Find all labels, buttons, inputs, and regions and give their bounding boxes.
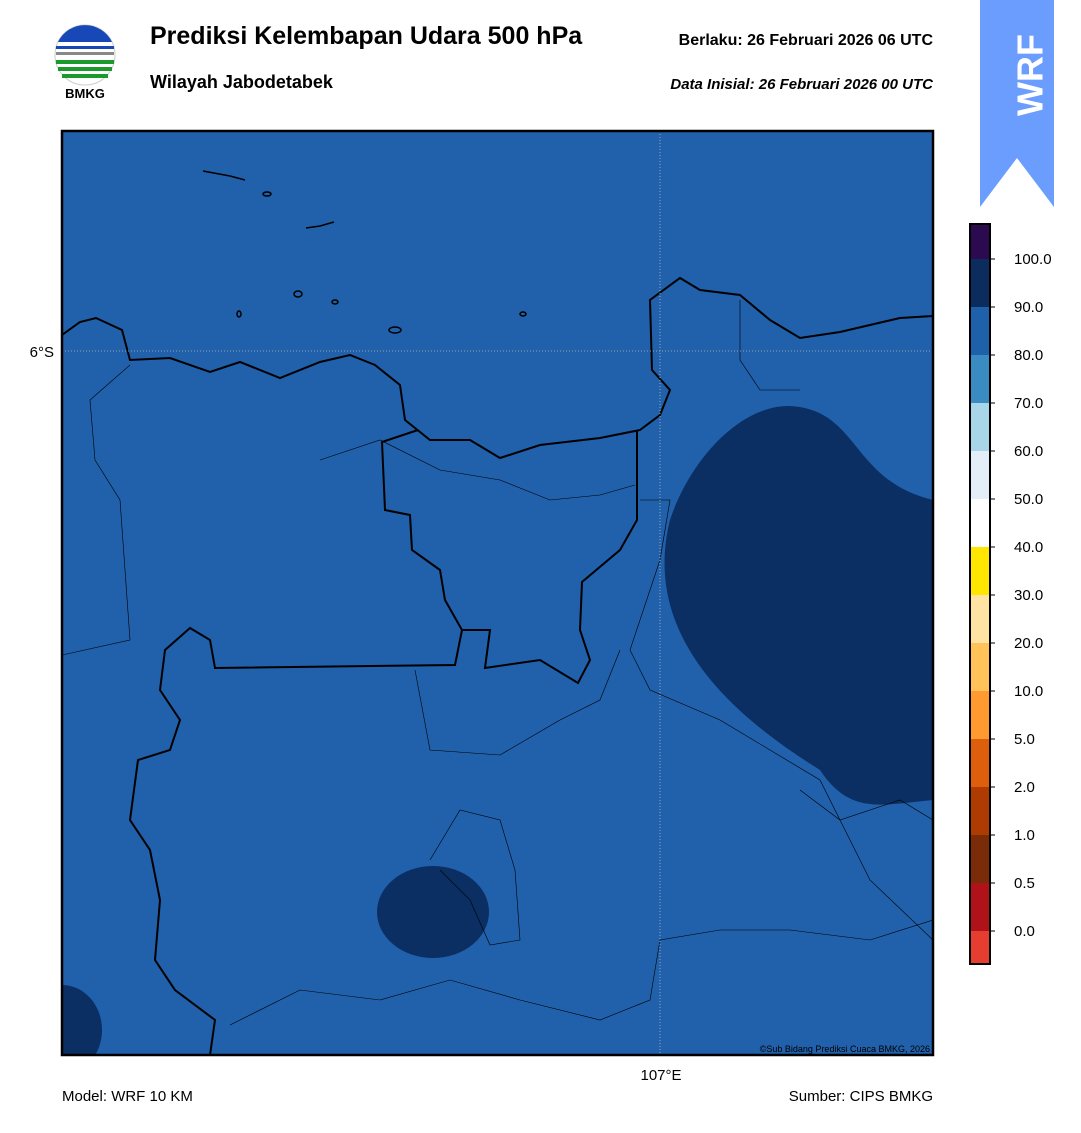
colorbar-label: 30.0 — [1014, 587, 1043, 604]
colorbar-band — [970, 739, 990, 787]
map: ©Sub Bidang Prediksi Cuaca BMKG, 2026 — [62, 131, 933, 1055]
colorbar-band — [970, 787, 990, 835]
colorbar-band — [970, 224, 990, 259]
colorbar-band — [970, 595, 990, 643]
colorbar-label: 100.0 — [1014, 251, 1052, 268]
logo: BMKG — [54, 24, 116, 101]
subtitle: Wilayah Jabodetabek — [150, 72, 334, 92]
colorbar-frame — [969, 223, 991, 965]
colorbar-label: 1.0 — [1014, 827, 1035, 844]
title: Prediksi Kelembapan Udara 500 hPa — [150, 22, 583, 50]
colorbar-band — [970, 307, 990, 355]
lat-label: 6°S — [30, 344, 54, 361]
colorbar-label: 5.0 — [1014, 731, 1035, 748]
valid-time: Berlaku: 26 Februari 2026 06 UTC — [679, 32, 934, 49]
colorbar-band — [970, 451, 990, 499]
colorbar-band — [970, 643, 990, 691]
colorbar-band — [970, 355, 990, 403]
colorbar-band — [970, 883, 990, 931]
map-frame — [60, 129, 935, 1057]
colorbar-label: 70.0 — [1014, 395, 1043, 412]
credit: ©Sub Bidang Prediksi Cuaca BMKG, 2026 — [760, 1044, 930, 1054]
colorbar: 100.0 90.0 80.0 70.0 60.0 50.0 40.0 30.0 20.0 10.… — [969, 223, 1052, 965]
colorbar-label: 60.0 — [1014, 443, 1043, 460]
colorbar-band — [970, 499, 990, 547]
badge: WRF — [980, 0, 1054, 207]
colorbar-label: 50.0 — [1014, 491, 1043, 508]
colorbar-band — [970, 835, 990, 883]
lon-label: 107°E — [640, 1067, 681, 1084]
colorbar-label: 2.0 — [1014, 779, 1035, 796]
footer-source: Sumber: CIPS BMKG — [789, 1088, 933, 1105]
colorbar-band — [970, 259, 990, 307]
colorbar-label: 40.0 — [1014, 539, 1043, 556]
colorbar-label: 80.0 — [1014, 347, 1043, 364]
logo-text: BMKG — [65, 86, 105, 101]
colorbar-band — [970, 547, 990, 595]
colorbar-label: 90.0 — [1014, 299, 1043, 316]
colorbar-band — [970, 931, 990, 964]
colorbar-label: 20.0 — [1014, 635, 1043, 652]
colorbar-label: 10.0 — [1014, 683, 1043, 700]
init-time: Data Inisial: 26 Februari 2026 00 UTC — [670, 76, 934, 93]
colorbar-label: 0.5 — [1014, 875, 1035, 892]
footer-model: Model: WRF 10 KM — [62, 1088, 193, 1105]
colorbar-label: 0.0 — [1014, 923, 1035, 940]
colorbar-band — [970, 403, 990, 451]
colorbar-band — [970, 691, 990, 739]
badge-text: WRF — [1010, 34, 1051, 116]
